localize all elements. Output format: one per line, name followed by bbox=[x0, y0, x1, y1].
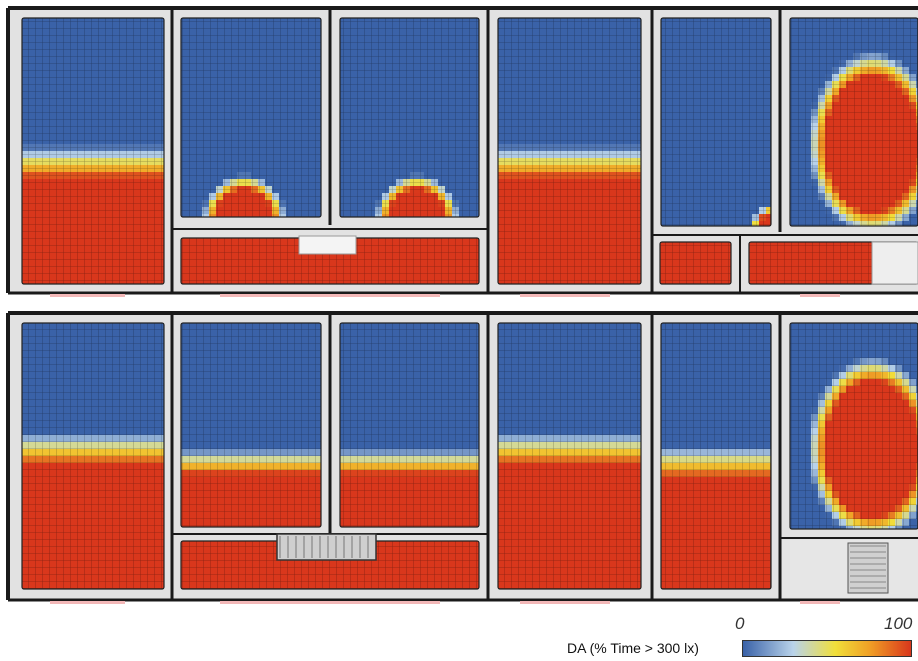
room-6 bbox=[789, 17, 918, 227]
room-4 bbox=[497, 17, 642, 285]
room-outline bbox=[660, 17, 772, 227]
room-outline bbox=[180, 17, 322, 218]
room-outline bbox=[748, 241, 918, 285]
room-outline bbox=[497, 322, 642, 590]
legend-color-bar bbox=[742, 640, 912, 657]
room-6 bbox=[789, 322, 918, 530]
room-outline bbox=[660, 322, 772, 590]
legend-label: DA (% Time > 300 lx) bbox=[567, 640, 699, 656]
room-outline bbox=[21, 322, 165, 590]
stair-core bbox=[276, 533, 377, 561]
lower-floor-plan bbox=[6, 311, 918, 604]
room-outline bbox=[339, 322, 480, 528]
room-2 bbox=[180, 17, 322, 218]
room-outline bbox=[789, 322, 918, 530]
legend-max-label: 100 bbox=[884, 614, 913, 633]
stair-core bbox=[298, 235, 357, 255]
walls bbox=[6, 311, 918, 602]
room-5 bbox=[660, 17, 772, 227]
room-outline bbox=[21, 17, 165, 285]
room-8 bbox=[659, 241, 732, 285]
room-outline bbox=[497, 17, 642, 285]
room-outline bbox=[659, 241, 732, 285]
room-4 bbox=[497, 322, 642, 590]
facade-windows bbox=[50, 601, 840, 604]
room-outline bbox=[339, 17, 480, 218]
walls bbox=[6, 6, 918, 295]
room-1 bbox=[21, 17, 165, 285]
room-2 bbox=[180, 322, 322, 528]
room-outline bbox=[180, 322, 322, 528]
room-1 bbox=[21, 322, 165, 590]
room-5 bbox=[660, 322, 772, 590]
room-3 bbox=[339, 322, 480, 528]
stair-core bbox=[782, 540, 918, 598]
room-outline bbox=[789, 17, 918, 227]
stair-core bbox=[871, 241, 918, 285]
upper-floor-plan bbox=[6, 6, 918, 297]
room-7 bbox=[180, 237, 480, 285]
facade-windows bbox=[50, 294, 840, 297]
room-7 bbox=[180, 540, 480, 590]
legend-min-label: 0 bbox=[735, 614, 745, 633]
room-3 bbox=[339, 17, 480, 218]
